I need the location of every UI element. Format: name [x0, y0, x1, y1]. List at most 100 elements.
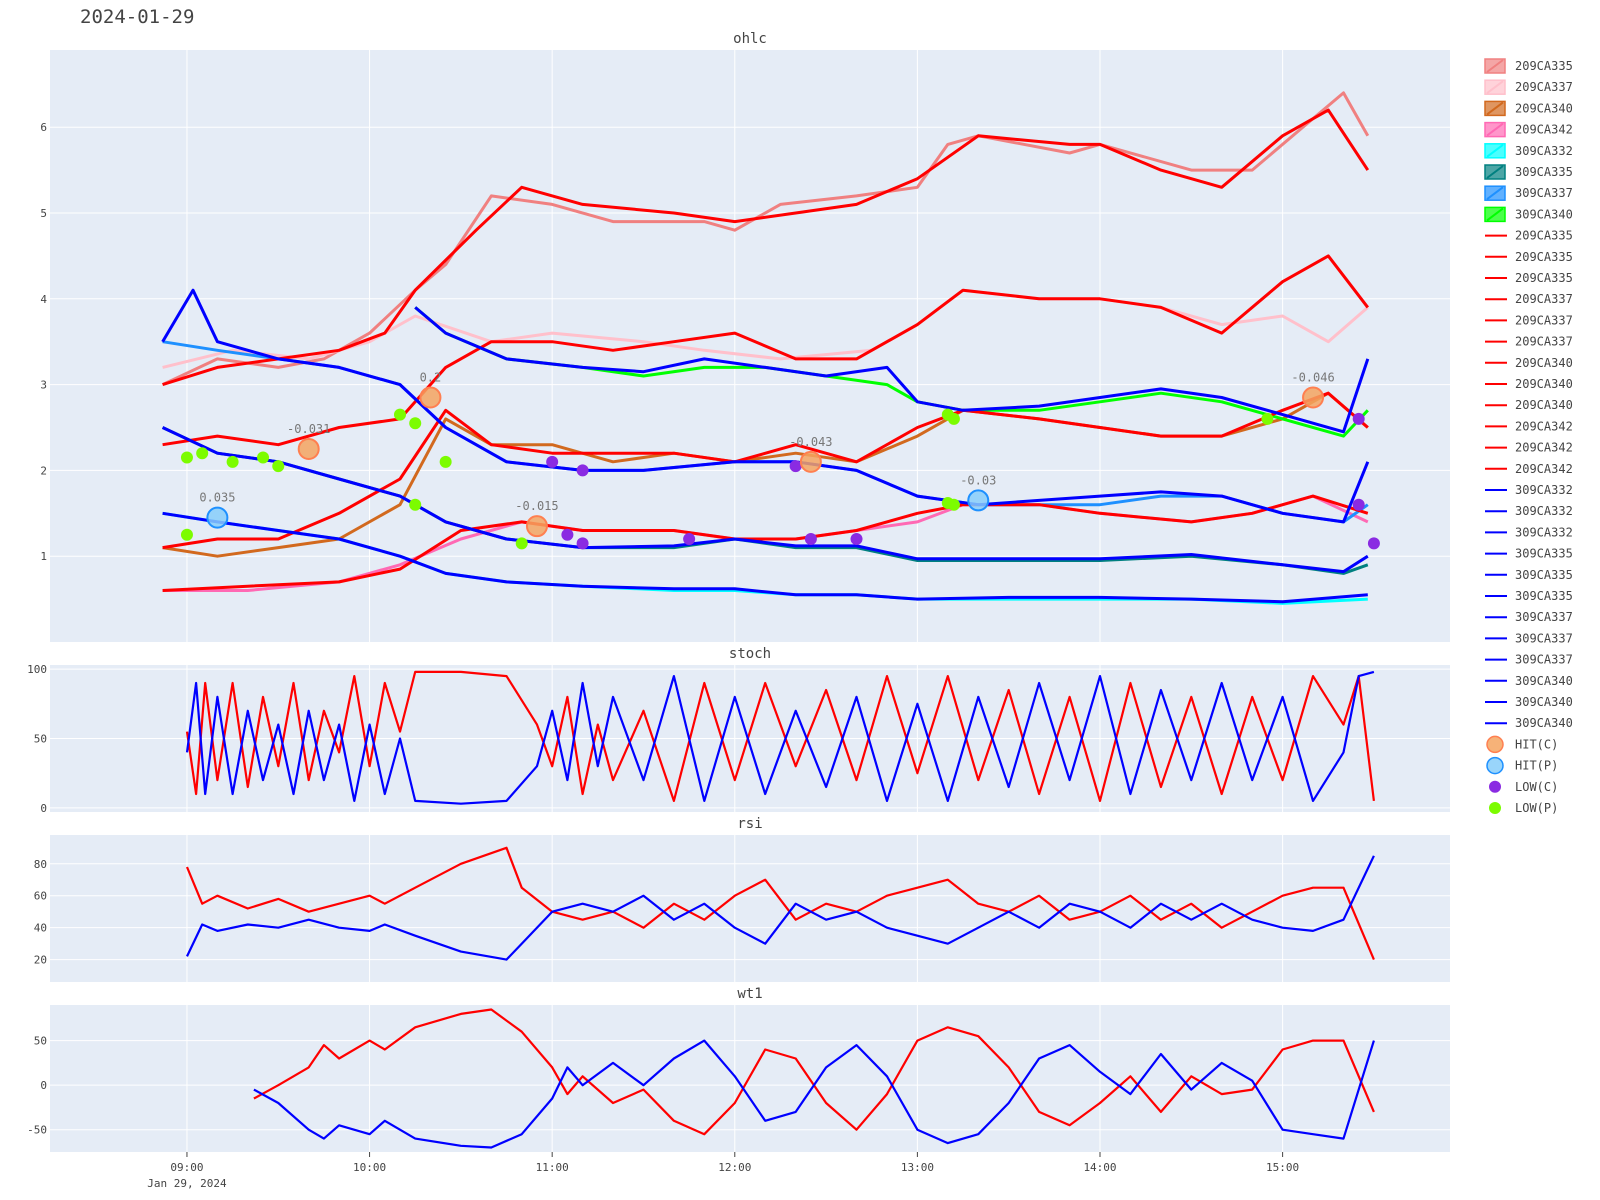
annotation-label: -0.043 — [789, 435, 832, 449]
x-tick-label: 14:00 — [1083, 1161, 1116, 1174]
legend-item[interactable]: 209CA335 — [1485, 250, 1573, 264]
legend-label: 309CA337 — [1515, 610, 1573, 624]
legend-label: 209CA342 — [1515, 441, 1573, 455]
legend-item[interactable]: 309CA340 — [1484, 206, 1573, 223]
legend-item[interactable]: 209CA340 — [1484, 100, 1573, 117]
legend-swatch-line — [1486, 165, 1504, 179]
legend-swatch-line — [1486, 122, 1504, 137]
legend-item[interactable]: 309CA337 — [1485, 631, 1573, 645]
legend-item[interactable]: 309CA332 — [1485, 504, 1573, 518]
legend-item[interactable]: 209CA335 — [1485, 229, 1573, 243]
x-tick-label: 10:00 — [353, 1161, 386, 1174]
hit-call-marker — [525, 515, 548, 538]
legend-label: 209CA335 — [1515, 229, 1573, 243]
hit-call-marker — [419, 386, 442, 409]
legend-label: 209CA337 — [1515, 292, 1573, 306]
legend-swatch-line — [1486, 207, 1504, 222]
page-title: 2024-01-29 — [80, 6, 195, 28]
y-tick-label: 0 — [40, 802, 47, 815]
legend-item[interactable]: HIT(C) — [1486, 735, 1558, 754]
legend-label: 309CA340 — [1515, 207, 1573, 221]
legend-item[interactable]: 309CA332 — [1484, 143, 1573, 159]
legend-item[interactable]: 309CA335 — [1485, 589, 1573, 603]
legend-item[interactable]: 209CA340 — [1485, 377, 1573, 391]
legend-item[interactable]: 209CA337 — [1485, 313, 1573, 327]
legend-item[interactable]: 209CA342 — [1484, 121, 1573, 138]
legend-label: 309CA337 — [1515, 186, 1573, 200]
series-line-309CA337 — [161, 288, 1370, 524]
legend-item[interactable]: 209CA337 — [1485, 335, 1573, 349]
legend-item[interactable]: 309CA340 — [1485, 716, 1573, 730]
low-call-marker — [804, 533, 817, 546]
legend-marker — [1489, 802, 1501, 814]
legend-label: 309CA332 — [1515, 483, 1573, 497]
legend-label: 309CA337 — [1515, 653, 1573, 667]
legend-item[interactable]: 309CA332 — [1485, 483, 1573, 497]
legend-item[interactable]: LOW(P) — [1489, 801, 1558, 815]
low-call-marker — [576, 537, 589, 550]
low-call-marker — [1352, 412, 1365, 425]
annotation-label: 0.2 — [420, 370, 442, 384]
legend-item[interactable]: 309CA335 — [1485, 547, 1573, 561]
legend-swatch-line — [1486, 59, 1504, 73]
legend-item[interactable]: 309CA332 — [1485, 525, 1573, 539]
y-tick-label: 40 — [34, 922, 47, 935]
legend-item[interactable]: 309CA337 — [1485, 653, 1573, 667]
legend-label: 309CA332 — [1515, 144, 1573, 158]
y-tick-label: 20 — [34, 954, 47, 967]
legend-item[interactable]: LOW(C) — [1489, 780, 1558, 794]
legend-label: 309CA335 — [1515, 589, 1573, 603]
panel-rsi: 20 40 60 80 rsi — [34, 816, 1450, 982]
panel-title: stoch — [729, 646, 771, 662]
legend-item[interactable]: 309CA340 — [1485, 695, 1573, 709]
legend-label: 209CA337 — [1515, 335, 1573, 349]
legend-item[interactable]: 309CA337 — [1485, 610, 1573, 624]
legend-label: 309CA340 — [1515, 716, 1573, 730]
legend-item[interactable]: 209CA342 — [1485, 441, 1573, 455]
low-put-marker — [409, 417, 422, 430]
low-put-marker — [257, 451, 270, 464]
legend-marker — [1486, 756, 1504, 775]
annotation-label: -0.046 — [1291, 370, 1334, 384]
y-tick-label: 5 — [40, 207, 47, 220]
legend-item[interactable]: 209CA342 — [1485, 419, 1573, 433]
legend-label: 309CA332 — [1515, 504, 1573, 518]
panel-wt1: -50 0 50 wt1 — [27, 986, 1450, 1152]
legend-label: LOW(C) — [1515, 780, 1558, 794]
low-call-marker — [850, 533, 863, 546]
y-tick-label: -50 — [27, 1124, 47, 1137]
annotation-label: -0.03 — [960, 473, 996, 487]
y-tick-label: 3 — [40, 379, 47, 392]
legend-item[interactable]: 309CA337 — [1484, 185, 1573, 201]
legend-item[interactable]: HIT(P) — [1486, 756, 1558, 775]
legend-label: 309CA340 — [1515, 695, 1573, 709]
legend-item[interactable]: 309CA335 — [1484, 164, 1573, 180]
legend-item[interactable]: 309CA340 — [1485, 674, 1573, 688]
marker-group — [180, 386, 1380, 550]
legend-item[interactable]: 209CA340 — [1485, 398, 1573, 412]
legend-item[interactable]: 309CA335 — [1485, 568, 1573, 582]
low-put-marker — [180, 528, 193, 541]
low-call-marker — [683, 533, 696, 546]
legend-item[interactable]: 209CA335 — [1485, 271, 1573, 285]
legend-label: 309CA337 — [1515, 631, 1573, 645]
legend-item[interactable]: 209CA342 — [1485, 462, 1573, 476]
legend-item[interactable]: 209CA340 — [1485, 356, 1573, 370]
legend-swatch-line — [1486, 186, 1504, 200]
legend-item[interactable]: 209CA335 — [1484, 58, 1573, 74]
legend-label: 309CA335 — [1515, 165, 1573, 179]
series-line-call-wt1 — [253, 1008, 1375, 1136]
hit-call-marker — [1302, 386, 1325, 409]
legend-label: 209CA337 — [1515, 313, 1573, 327]
panel-ohlc: 1 2 3 4 5 6 ohlc -0.031 0.2 0.035 -0.015 -0.043 -0.0… — [40, 31, 1450, 642]
legend-swatch-line — [1486, 101, 1504, 116]
series-line-209CA337 — [162, 254, 1369, 447]
legend-item[interactable]: 209CA337 — [1485, 292, 1573, 306]
x-tick-label: 12:00 — [718, 1161, 751, 1174]
hit-call-marker — [799, 450, 822, 473]
low-put-marker — [272, 460, 285, 473]
y-tick-label: 1 — [40, 550, 47, 563]
low-put-marker — [1261, 412, 1274, 425]
legend-item[interactable]: 209CA337 — [1484, 79, 1573, 95]
legend[interactable]: 209CA335 209CA337 209CA340 209CA342 309CA332… — [1484, 58, 1573, 815]
